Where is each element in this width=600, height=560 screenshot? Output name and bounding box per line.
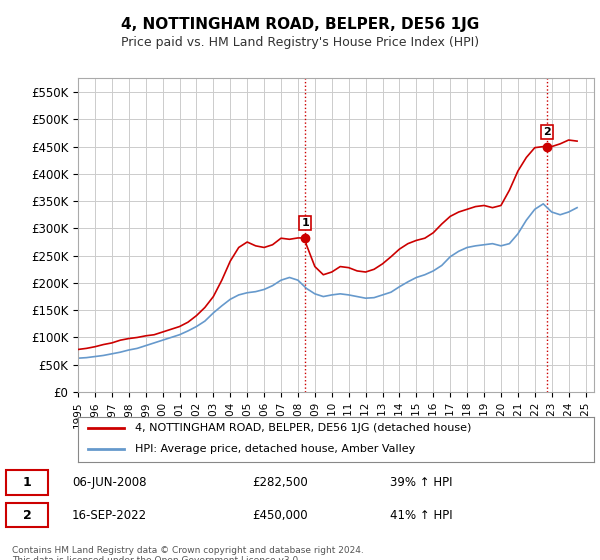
Text: Contains HM Land Registry data © Crown copyright and database right 2024.
This d: Contains HM Land Registry data © Crown c… <box>12 546 364 560</box>
Text: 4, NOTTINGHAM ROAD, BELPER, DE56 1JG (detached house): 4, NOTTINGHAM ROAD, BELPER, DE56 1JG (de… <box>135 423 471 433</box>
Text: 16-SEP-2022: 16-SEP-2022 <box>72 508 147 521</box>
Text: 1: 1 <box>301 218 309 228</box>
Text: 06-JUN-2008: 06-JUN-2008 <box>72 476 146 489</box>
Text: HPI: Average price, detached house, Amber Valley: HPI: Average price, detached house, Ambe… <box>135 445 415 455</box>
Text: £450,000: £450,000 <box>252 508 308 521</box>
Text: 2: 2 <box>543 127 551 137</box>
FancyBboxPatch shape <box>6 470 48 494</box>
FancyBboxPatch shape <box>6 503 48 528</box>
Text: 4, NOTTINGHAM ROAD, BELPER, DE56 1JG: 4, NOTTINGHAM ROAD, BELPER, DE56 1JG <box>121 17 479 32</box>
Text: Price paid vs. HM Land Registry's House Price Index (HPI): Price paid vs. HM Land Registry's House … <box>121 36 479 49</box>
Text: £282,500: £282,500 <box>252 476 308 489</box>
Text: 39% ↑ HPI: 39% ↑ HPI <box>390 476 452 489</box>
Text: 41% ↑ HPI: 41% ↑ HPI <box>390 508 452 521</box>
Text: 1: 1 <box>23 476 31 489</box>
Text: 2: 2 <box>23 508 31 521</box>
